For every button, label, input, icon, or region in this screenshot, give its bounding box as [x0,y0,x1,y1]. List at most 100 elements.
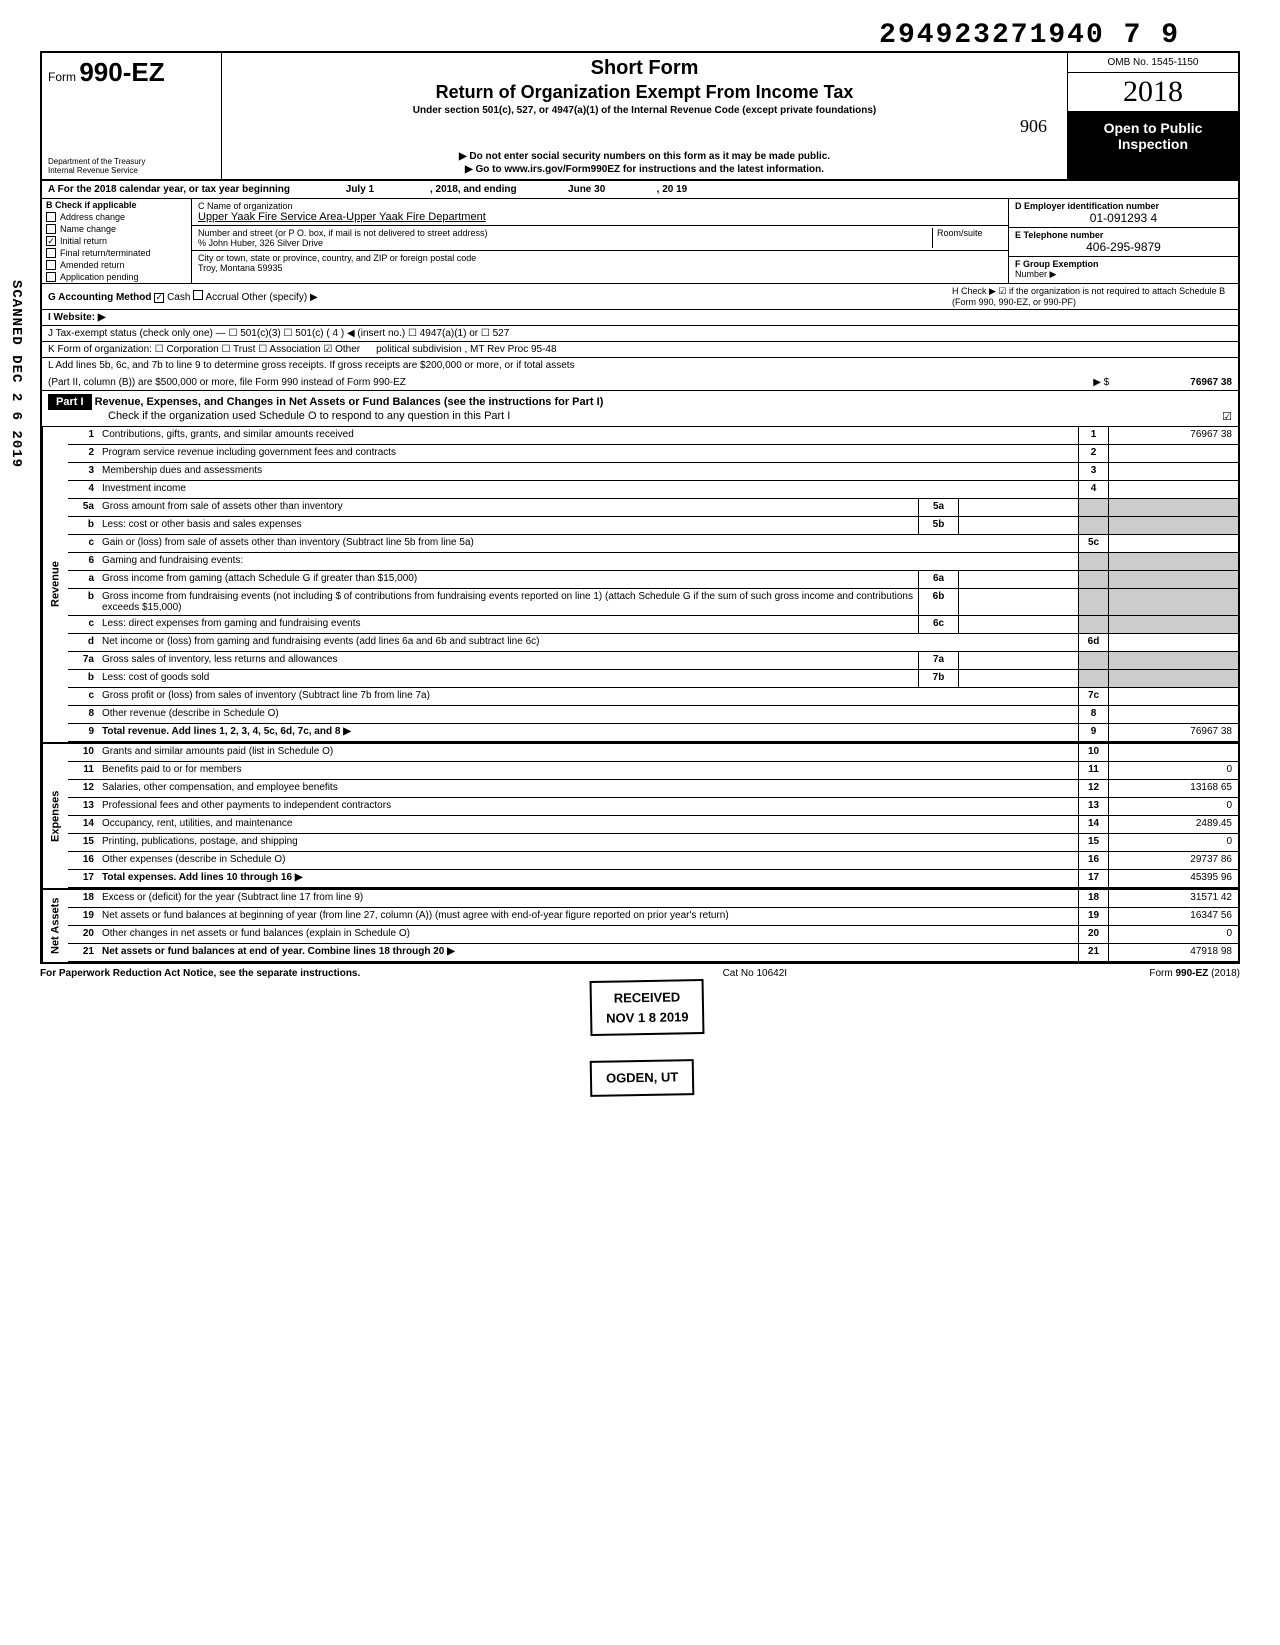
right-val [1108,445,1238,462]
line-number: 19 [68,908,98,925]
line-desc: Occupancy, rent, utilities, and maintena… [98,816,1078,833]
check-item: ✓ Initial return [42,235,191,247]
section-c: C Name of organization Upper Yaak Fire S… [192,199,1008,283]
right-num: 2 [1078,445,1108,462]
line-desc: Printing, publications, postage, and shi… [98,834,1078,851]
table-row: 2Program service revenue including gover… [68,445,1238,463]
right-num: 4 [1078,481,1108,498]
revenue-label: Revenue [42,427,68,742]
line-desc: Salaries, other compensation, and employ… [98,780,1078,797]
right-num: 1 [1078,427,1108,444]
right-val [1108,481,1238,498]
line-number: c [68,688,98,705]
other-label: Other (specify) ▶ [242,292,318,303]
k-other-text: political subdivision , MT Rev Proc 95-4… [376,344,556,355]
i-label: I Website: ▶ [48,312,106,323]
cash-checkbox[interactable]: ✓ [154,293,164,303]
mid-box: 6c [918,616,958,633]
line-desc: Membership dues and assessments [98,463,1078,480]
line-desc: Benefits paid to or for members [98,762,1078,779]
table-row: 9Total revenue. Add lines 1, 2, 3, 4, 5c… [68,724,1238,742]
table-row: 18Excess or (deficit) for the year (Subt… [68,890,1238,908]
line-number: 6 [68,553,98,570]
c-label: C Name of organization [198,201,1002,211]
right-num: 17 [1078,870,1108,887]
table-row: 12Salaries, other compensation, and empl… [68,780,1238,798]
line-number: 21 [68,944,98,961]
right-val: 31571 42 [1108,890,1238,907]
mid-box: 7b [918,670,958,687]
line-desc: Excess or (deficit) for the year (Subtra… [98,890,1078,907]
table-row: 5aGross amount from sale of assets other… [68,499,1238,517]
right-num: 3 [1078,463,1108,480]
right-val [1108,652,1238,669]
part1-checkbox[interactable]: ☑ [1222,410,1232,423]
right-num: 15 [1078,834,1108,851]
line-desc: Other revenue (describe in Schedule O) [98,706,1078,723]
line-number: 5a [68,499,98,516]
right-val [1108,589,1238,615]
form-header: Form 990-EZ Department of the Treasury I… [40,51,1240,181]
line-desc: Investment income [98,481,1078,498]
section-b: B Check if applicable Address changeName… [42,199,192,283]
netassets-label: Net Assets [42,890,68,962]
checkbox[interactable] [46,212,56,222]
line-number: b [68,670,98,687]
table-row: 13Professional fees and other payments t… [68,798,1238,816]
d-label: D Employer identification number [1015,201,1232,211]
right-num: 20 [1078,926,1108,943]
check-label: Final return/terminated [60,248,151,258]
checkbox[interactable] [46,224,56,234]
right-num [1078,670,1108,687]
checkbox[interactable] [46,260,56,270]
line-number: 15 [68,834,98,851]
line-number: 3 [68,463,98,480]
table-row: 17Total expenses. Add lines 10 through 1… [68,870,1238,888]
table-row: aGross income from gaming (attach Schedu… [68,571,1238,589]
right-num: 13 [1078,798,1108,815]
handwritten-906: 906 [232,116,1057,137]
table-row: 1Contributions, gifts, grants, and simil… [68,427,1238,445]
line-desc: Other expenses (describe in Schedule O) [98,852,1078,869]
line-number: 14 [68,816,98,833]
table-row: 15Printing, publications, postage, and s… [68,834,1238,852]
check-label: Name change [60,224,116,234]
right-val [1108,463,1238,480]
right-val: 29737 86 [1108,852,1238,869]
mid-val [958,589,1078,615]
room-suite-label: Room/suite [932,228,1002,248]
check-item: Address change [42,211,191,223]
l-arrow: ▶ $ [1093,377,1109,388]
mid-val [958,517,1078,534]
line-desc: Gross amount from sale of assets other t… [98,499,918,516]
row-k: K Form of organization: ☐ Corporation ☐ … [40,342,1240,358]
accrual-checkbox[interactable] [193,290,203,300]
part1-title: Revenue, Expenses, and Changes in Net As… [95,396,604,408]
table-row: cLess: direct expenses from gaming and f… [68,616,1238,634]
open-public-2: Inspection [1072,136,1234,152]
received-2-line1: OGDEN, UT [606,1067,679,1088]
info-block: B Check if applicable Address changeName… [40,199,1240,284]
line-number: 9 [68,724,98,741]
f-label2: Number ▶ [1015,269,1056,279]
mid-box: 6a [918,571,958,588]
line-desc: Gross sales of inventory, less returns a… [98,652,918,669]
received-1-line2: NOV 1 8 2019 [606,1007,689,1028]
check-item: Final return/terminated [42,247,191,259]
checkbox[interactable]: ✓ [46,236,56,246]
city-label: City or town, state or province, country… [198,253,1002,263]
right-val [1108,706,1238,723]
table-row: 16Other expenses (describe in Schedule O… [68,852,1238,870]
right-val [1108,634,1238,651]
line-number: b [68,589,98,615]
right-num: 12 [1078,780,1108,797]
check-label: Initial return [60,236,107,246]
line-desc: Gross income from fundraising events (no… [98,589,918,615]
right-val: 16347 56 [1108,908,1238,925]
checkbox[interactable] [46,248,56,258]
right-val: 45395 96 [1108,870,1238,887]
line-desc: Gross income from gaming (attach Schedul… [98,571,918,588]
checkbox[interactable] [46,272,56,282]
right-num: 19 [1078,908,1108,925]
right-val: 0 [1108,762,1238,779]
